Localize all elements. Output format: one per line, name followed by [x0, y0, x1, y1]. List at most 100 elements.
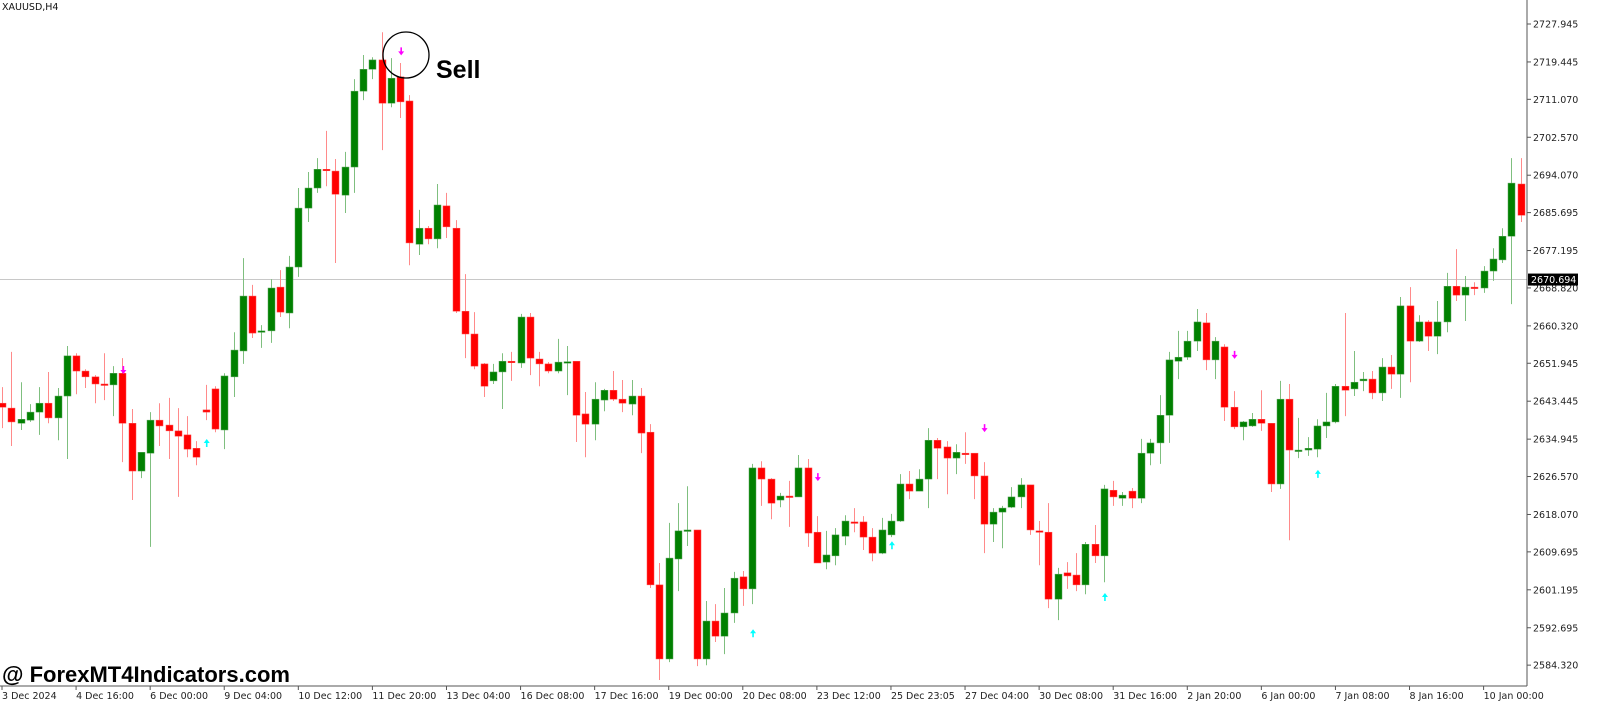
- bullish-candle: [109, 366, 118, 417]
- candle-body: [1470, 286, 1479, 289]
- bullish-candle: [841, 515, 850, 546]
- bearish-candle: [1202, 313, 1211, 371]
- candle-body: [970, 452, 979, 477]
- current-price-tag-bg: [1528, 273, 1578, 286]
- bearish-candle: [961, 432, 970, 464]
- candle-body: [1230, 406, 1239, 428]
- bearish-candle: [211, 386, 220, 433]
- bearish-candle: [859, 516, 868, 551]
- current-price-tag: 2670.694: [1528, 273, 1578, 286]
- time-tick-label: 2 Jan 20:00: [1187, 691, 1241, 702]
- bearish-candle: [1026, 484, 1035, 535]
- candle-body: [192, 448, 201, 458]
- bullish-candle: [1294, 417, 1303, 459]
- candle-body: [1035, 530, 1044, 533]
- candle-body: [1267, 423, 1276, 485]
- candle-body: [1137, 452, 1146, 499]
- bullish-candle: [26, 404, 35, 422]
- candle-body: [1109, 489, 1118, 498]
- candle-body: [1387, 366, 1396, 375]
- candle-body: [405, 100, 414, 244]
- bearish-candle: [378, 32, 387, 151]
- bullish-candle: [415, 209, 424, 255]
- bullish-candle: [683, 486, 692, 547]
- candle-body: [461, 310, 470, 335]
- bearish-candle: [544, 362, 553, 374]
- bullish-candle: [591, 382, 600, 441]
- candle-body: [378, 59, 387, 104]
- bearish-candle: [248, 284, 257, 339]
- bullish-candle: [1017, 478, 1026, 509]
- candle-body: [211, 388, 220, 430]
- candle-body: [285, 266, 294, 314]
- candle-body: [257, 330, 266, 333]
- candle-body: [313, 169, 322, 189]
- bullish-candle: [563, 346, 572, 396]
- candle-body: [359, 69, 368, 92]
- candle-body: [17, 419, 26, 424]
- price-tick-label: 2584.320: [1533, 661, 1578, 672]
- candle-body: [44, 402, 53, 419]
- bearish-candle: [1091, 525, 1100, 563]
- time-axis-labels: 3 Dec 2024 4 Dec 16:00 6 Dec 00:00 9 Dec 04…: [1, 686, 1544, 702]
- bearish-candle: [452, 220, 461, 314]
- candle-body: [0, 402, 7, 408]
- candle-body: [35, 402, 44, 413]
- candle-body: [1276, 398, 1285, 485]
- time-tick-label: 4 Dec 16:00: [76, 691, 134, 702]
- buy-arrow-icon: [750, 629, 757, 638]
- price-axis-labels: 2727.945 2719.445 2711.070 2702.570 2694.070…: [1527, 19, 1578, 672]
- sell-arrow-icon: [120, 366, 127, 375]
- bullish-candle: [1433, 300, 1442, 355]
- candle-body: [155, 419, 164, 427]
- candle-body: [665, 557, 674, 660]
- candle-body: [572, 360, 581, 416]
- bullish-candle: [674, 503, 683, 592]
- bearish-candle: [276, 270, 285, 318]
- time-tick-label: 6 Jan 00:00: [1261, 691, 1315, 702]
- bearish-candle: [804, 458, 813, 547]
- candle-body: [489, 371, 498, 382]
- candle-body: [183, 434, 192, 450]
- bullish-candle: [952, 444, 961, 475]
- bearish-candle: [155, 403, 164, 447]
- bearish-candle: [100, 353, 109, 401]
- candle-body: [1156, 414, 1165, 444]
- bullish-candle: [1507, 158, 1516, 305]
- time-tick-label: 31 Dec 16:00: [1113, 691, 1177, 702]
- candle-body: [1489, 258, 1498, 272]
- candle-body: [230, 349, 239, 378]
- candle-body: [785, 495, 794, 498]
- candle-body: [54, 395, 63, 419]
- candle-body: [1091, 544, 1100, 557]
- bullish-candle: [665, 522, 674, 663]
- candle-body: [1285, 398, 1294, 451]
- candle-body: [174, 430, 183, 437]
- bearish-candle: [118, 358, 127, 463]
- candle-body: [452, 227, 461, 312]
- price-tick-label: 2694.070: [1533, 171, 1578, 182]
- time-tick-label: 17 Dec 16:00: [595, 691, 659, 702]
- bearish-candle: [1128, 488, 1137, 509]
- candle-body: [1341, 385, 1350, 391]
- candle-body: [600, 389, 609, 401]
- bearish-candle: [91, 375, 100, 404]
- candle-body: [822, 554, 831, 563]
- bearish-candle: [646, 424, 655, 588]
- bullish-candle: [989, 508, 998, 543]
- bearish-candle: [1109, 480, 1118, 506]
- candle-body: [442, 205, 451, 228]
- candle-body: [915, 478, 924, 492]
- candle-body: [118, 373, 127, 424]
- candle-body: [1193, 321, 1202, 342]
- candle-body: [1396, 305, 1405, 375]
- time-tick-label: 16 Dec 08:00: [521, 691, 585, 702]
- bullish-candle: [1156, 395, 1165, 464]
- sell-annotation: Sell: [436, 56, 481, 84]
- bearish-candle: [165, 397, 174, 459]
- price-tick-label: 2626.570: [1533, 472, 1578, 483]
- bearish-candle: [202, 384, 211, 421]
- bearish-candle: [1452, 249, 1461, 301]
- bullish-candle: [313, 158, 322, 193]
